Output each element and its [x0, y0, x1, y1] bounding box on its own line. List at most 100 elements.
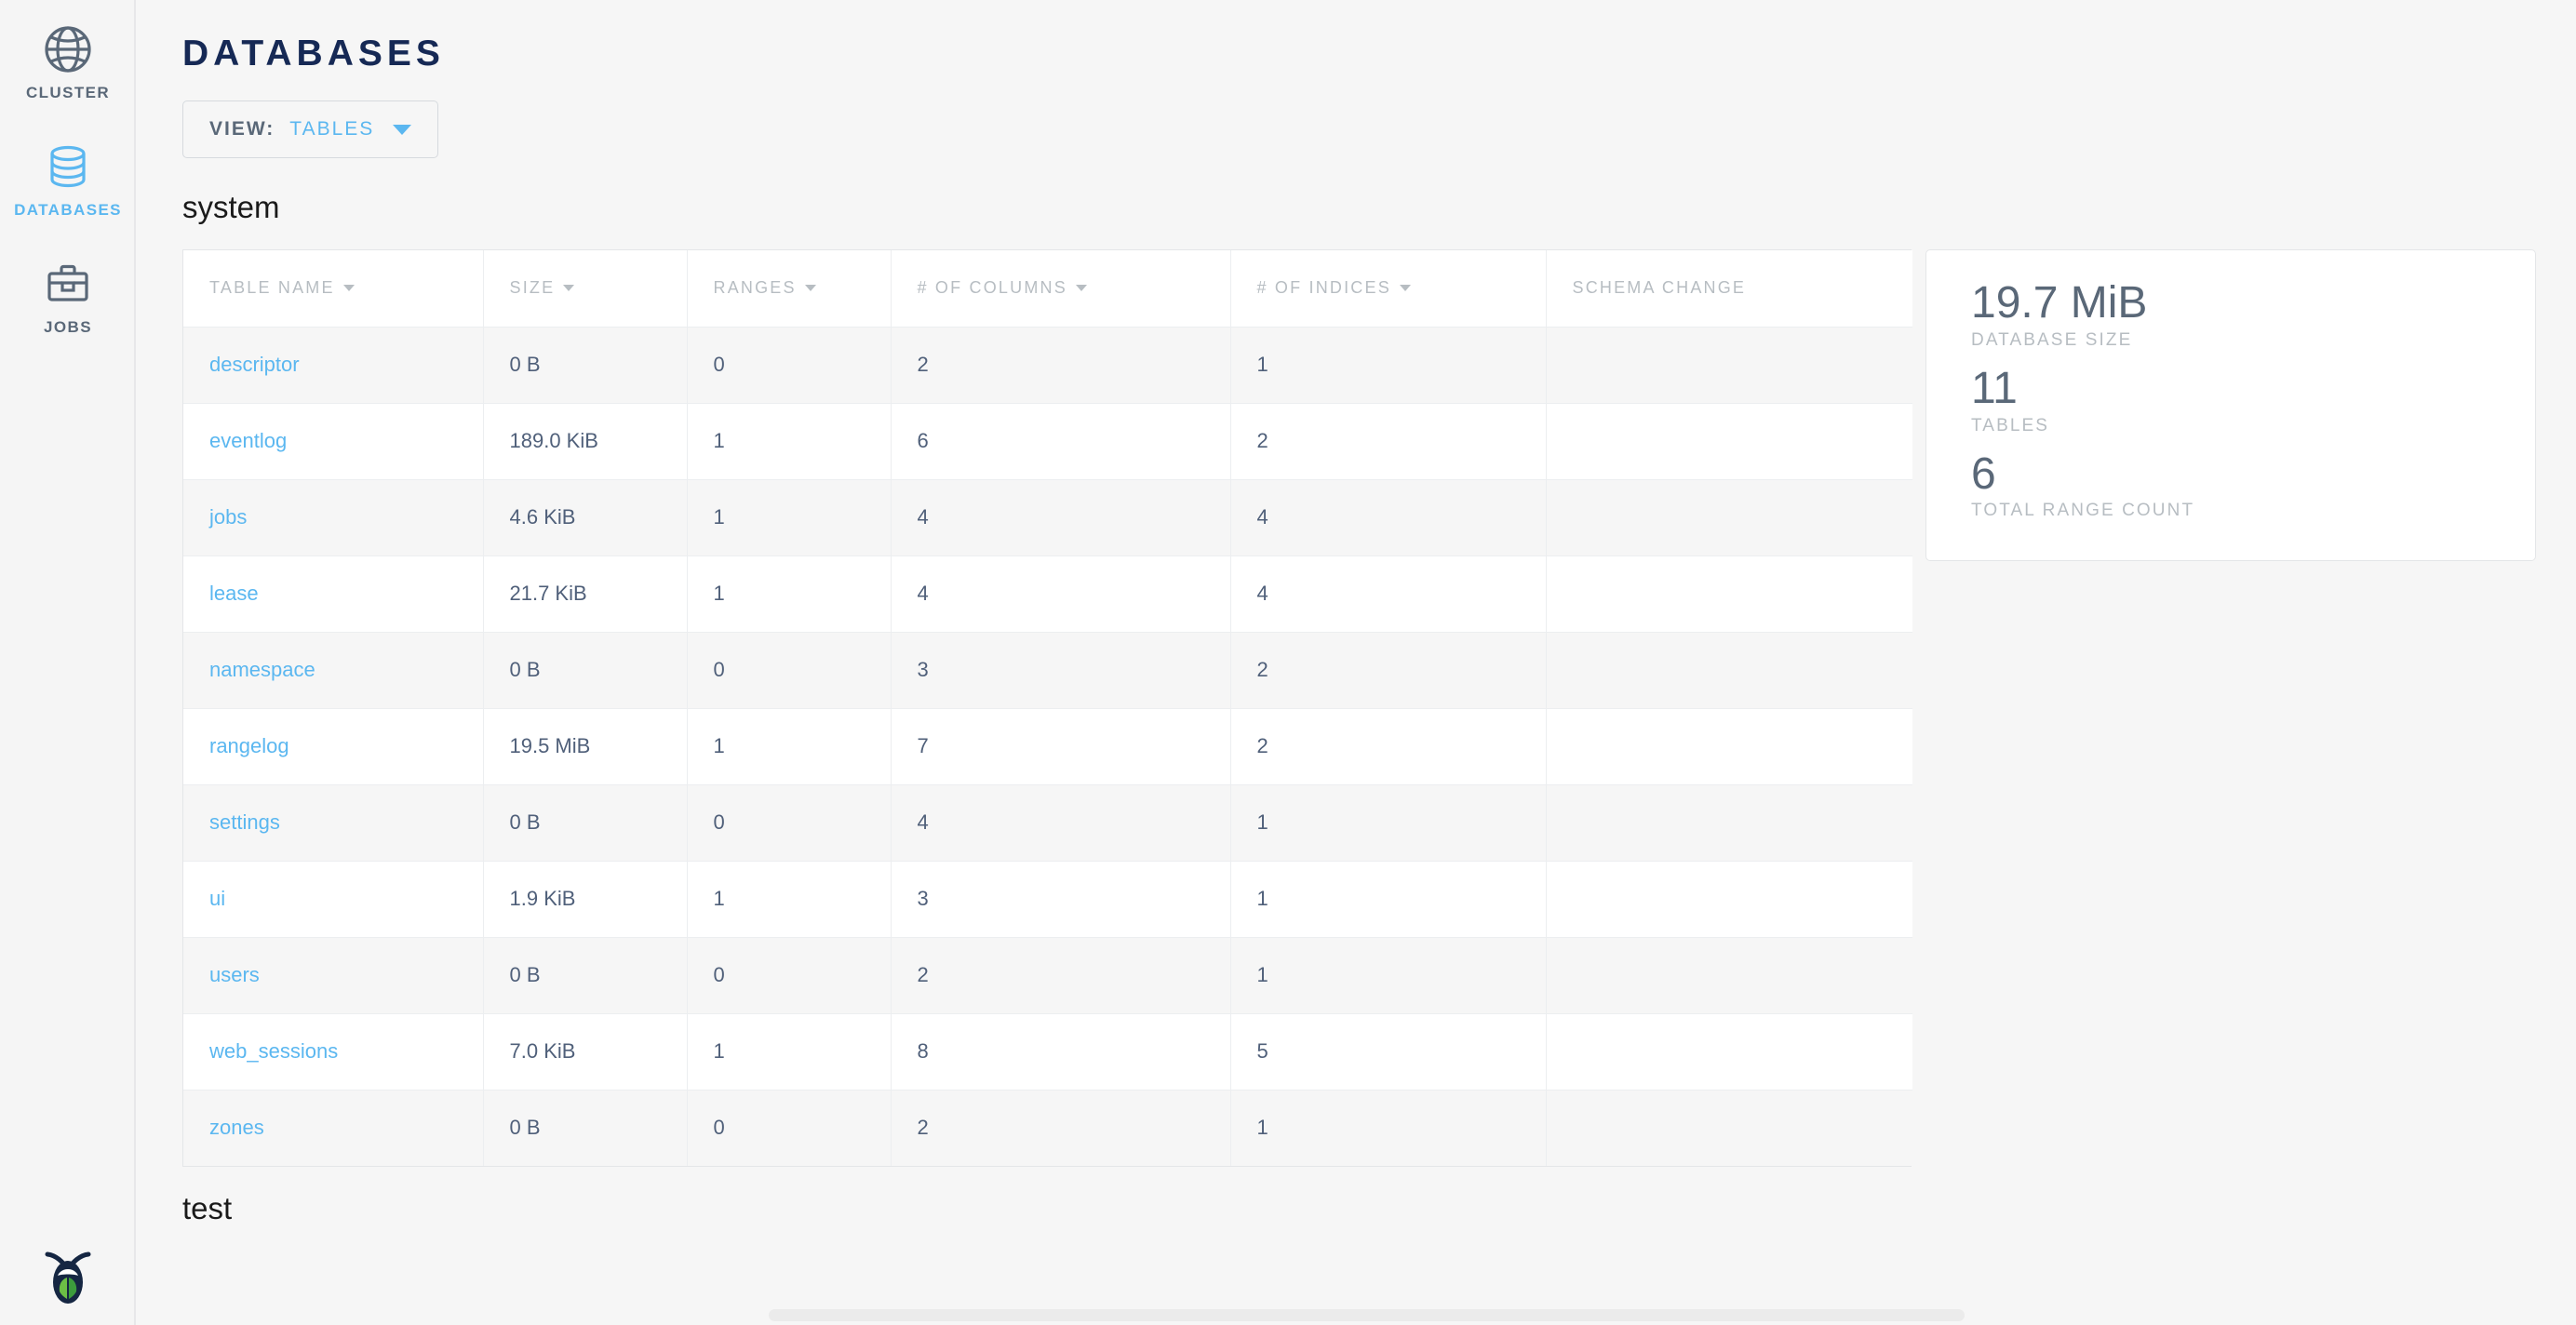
cell-ranges: 1 — [687, 479, 892, 556]
table-link[interactable]: zones — [209, 1116, 264, 1140]
table-link[interactable]: lease — [209, 582, 259, 605]
cell-schema-change — [1546, 937, 1912, 1014]
cell-size: 21.7 KiB — [483, 555, 688, 633]
table-row: zones 0 B 0 2 1 — [183, 1090, 1912, 1166]
stat-value: 11 — [1971, 363, 2018, 413]
cell-table-name: namespace — [183, 632, 484, 709]
cell-columns: 8 — [891, 1013, 1231, 1091]
stat-label: DATABASE SIZE — [1971, 329, 2133, 350]
sidebar-item-cluster[interactable]: CLUSTER — [0, 0, 136, 117]
cell-size: 0 B — [483, 632, 688, 709]
database-summary-card: 19.7 MiB DATABASE SIZE 11 TABLES 6 TOTAL… — [1925, 249, 2536, 562]
view-bar: VIEW: TABLES — [136, 74, 2576, 158]
cell-table-name: jobs — [183, 479, 484, 556]
table-link[interactable]: settings — [209, 810, 280, 834]
table-body: descriptor 0 B 0 2 1 eventlog 189.0 KiB … — [183, 327, 1912, 1166]
cell-table-name: zones — [183, 1090, 484, 1166]
view-selector-label: VIEW: — [209, 118, 275, 140]
sidebar-item-databases[interactable]: DATABASES — [0, 117, 136, 234]
table-row: settings 0 B 0 4 1 — [183, 784, 1912, 862]
cell-size: 0 B — [483, 1090, 688, 1166]
column-label: # OF COLUMNS — [917, 278, 1067, 298]
cell-ranges: 1 — [687, 403, 892, 480]
column-header-table-name[interactable]: TABLE NAME — [183, 250, 484, 328]
view-selector-value: TABLES — [289, 118, 375, 140]
horizontal-scrollbar[interactable] — [136, 1305, 2576, 1325]
horizontal-scrollbar-thumb[interactable] — [769, 1309, 1965, 1321]
cell-table-name: settings — [183, 784, 484, 862]
cell-indices: 1 — [1230, 784, 1547, 862]
sort-caret-icon[interactable] — [342, 285, 355, 292]
cell-size: 0 B — [483, 784, 688, 862]
table-link[interactable]: users — [209, 963, 260, 986]
sidebar-item-jobs[interactable]: JOBS — [0, 234, 136, 352]
cockroach-logo — [0, 1248, 136, 1312]
cell-table-name: ui — [183, 861, 484, 938]
column-header-ranges[interactable]: RANGES — [687, 250, 892, 328]
cell-columns: 4 — [891, 555, 1231, 633]
table-row: rangelog 19.5 MiB 1 7 2 — [183, 708, 1912, 785]
cell-ranges: 1 — [687, 555, 892, 633]
cell-indices: 2 — [1230, 708, 1547, 785]
sort-caret-icon[interactable] — [1075, 285, 1087, 292]
sort-caret-icon[interactable] — [804, 285, 816, 292]
cell-columns: 7 — [891, 708, 1231, 785]
stat-total-range-count: 6 TOTAL RANGE COUNT — [1971, 449, 2535, 522]
table-link[interactable]: namespace — [209, 658, 315, 681]
table-link[interactable]: rangelog — [209, 734, 289, 757]
cell-schema-change — [1546, 1013, 1912, 1091]
database-section-system: TABLE NAME SIZE RANGES # OF COLUMNS — [136, 225, 2576, 1167]
cell-schema-change — [1546, 1090, 1912, 1166]
column-label: RANGES — [713, 278, 797, 298]
cell-table-name: lease — [183, 555, 484, 633]
table-link[interactable]: descriptor — [209, 353, 300, 376]
table-row: ui 1.9 KiB 1 3 1 — [183, 861, 1912, 938]
main-content: DATABASES VIEW: TABLES system — [136, 0, 2576, 1325]
table-row: descriptor 0 B 0 2 1 — [183, 327, 1912, 404]
cell-columns: 4 — [891, 784, 1231, 862]
table-link[interactable]: eventlog — [209, 429, 288, 452]
cell-indices: 1 — [1230, 1090, 1547, 1166]
cell-columns: 3 — [891, 861, 1231, 938]
sort-caret-icon[interactable] — [563, 285, 575, 292]
cell-ranges: 1 — [687, 861, 892, 938]
column-label: SIZE — [509, 278, 556, 298]
cell-ranges: 0 — [687, 937, 892, 1014]
cell-indices: 2 — [1230, 403, 1547, 480]
cell-schema-change — [1546, 555, 1912, 633]
cell-size: 0 B — [483, 327, 688, 404]
chevron-down-icon — [393, 124, 412, 135]
view-selector-dropdown[interactable]: VIEW: TABLES — [182, 100, 439, 158]
table-row: jobs 4.6 KiB 1 4 4 — [183, 479, 1912, 556]
table-row: users 0 B 0 2 1 — [183, 937, 1912, 1014]
cell-indices: 4 — [1230, 479, 1547, 556]
cell-columns: 3 — [891, 632, 1231, 709]
cell-indices: 2 — [1230, 632, 1547, 709]
stat-value: 19.7 MiB — [1971, 278, 2148, 328]
cell-table-name: descriptor — [183, 327, 484, 404]
cell-schema-change — [1546, 403, 1912, 480]
column-header-columns[interactable]: # OF COLUMNS — [891, 250, 1231, 328]
table-row: lease 21.7 KiB 1 4 4 — [183, 555, 1912, 633]
column-label: # OF INDICES — [1256, 278, 1391, 298]
cell-size: 19.5 MiB — [483, 708, 688, 785]
page-title: DATABASES — [182, 33, 445, 74]
column-header-size[interactable]: SIZE — [483, 250, 688, 328]
cell-ranges: 0 — [687, 327, 892, 404]
cell-schema-change — [1546, 632, 1912, 709]
globe-icon — [0, 20, 136, 78]
stat-database-size: 19.7 MiB DATABASE SIZE — [1971, 278, 2535, 351]
sidebar-item-label-cluster: CLUSTER — [25, 84, 111, 101]
table-link[interactable]: jobs — [209, 505, 248, 529]
cell-size: 7.0 KiB — [483, 1013, 688, 1091]
cell-columns: 2 — [891, 1090, 1231, 1166]
column-header-indices[interactable]: # OF INDICES — [1230, 250, 1547, 328]
column-header-schema-change: SCHEMA CHANGE — [1546, 250, 1912, 328]
table-link[interactable]: ui — [209, 887, 226, 910]
sort-caret-icon[interactable] — [1399, 285, 1411, 292]
database-heading-test: test — [182, 1191, 233, 1225]
table-link[interactable]: web_sessions — [209, 1039, 339, 1063]
cell-size: 4.6 KiB — [483, 479, 688, 556]
cell-schema-change — [1546, 784, 1912, 862]
